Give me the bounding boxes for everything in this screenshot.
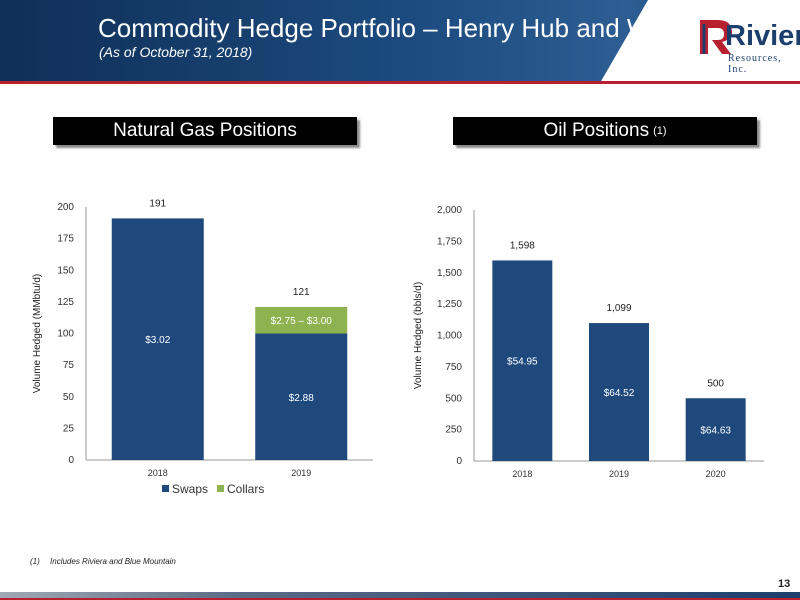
oil-chart: 0 250 500 750 1,000 1,250 1,500 1,750 2,000 Volum…	[413, 205, 764, 479]
oil-footnote-ref: (1)	[653, 125, 667, 137]
bar-price-label: $64.52	[604, 388, 635, 399]
bar-swaps	[111, 218, 204, 460]
bar-price-label: $2.88	[289, 393, 314, 404]
footnote-text: Includes Riviera and Blue Mountain	[50, 557, 176, 566]
y-tick-label: 150	[57, 265, 74, 276]
y-tick-label: 1,000	[437, 331, 462, 342]
legend-swatch-swaps	[162, 485, 169, 492]
oil-section-header: Oil Positions (1)	[453, 117, 757, 145]
bar-swaps	[492, 260, 553, 461]
y-axis-label: Volume Hedged (MMbtu/d)	[32, 274, 43, 394]
bar-total-label: 121	[293, 287, 310, 298]
page-subtitle: (As of October 31, 2018)	[99, 44, 253, 60]
bar-price-label: $3.02	[145, 335, 170, 346]
y-tick-label: 75	[63, 360, 75, 371]
bar-total-label: 1,598	[510, 240, 535, 251]
y-tick-label: 175	[57, 234, 74, 245]
x-tick-label: 2019	[609, 469, 629, 479]
bar-swaps	[589, 323, 649, 461]
bar-total-label: 1,099	[606, 303, 631, 314]
x-tick-label: 2018	[148, 468, 168, 478]
y-tick-label: 125	[57, 297, 74, 308]
footer-bar	[0, 592, 800, 598]
header-band: Commodity Hedge Portfolio – Henry Hub an…	[0, 0, 800, 84]
y-tick-label: 0	[68, 455, 74, 466]
y-tick-label: 500	[445, 393, 462, 404]
x-tick-label: 2019	[291, 468, 311, 478]
bar-collars	[255, 306, 348, 334]
logo-wordmark: Riviera	[725, 20, 800, 52]
y-tick-label: 25	[63, 423, 75, 434]
x-tick-label: 2018	[512, 469, 532, 479]
page-title: Commodity Hedge Portfolio – Henry Hub an…	[98, 13, 675, 43]
riviera-logo-icon	[700, 20, 732, 54]
bar-price-label: $2.75 – $3.00	[271, 316, 333, 327]
gas-section-header: Natural Gas Positions	[53, 117, 357, 145]
y-tick-label: 750	[445, 362, 462, 373]
legend-label-swaps: Swaps	[172, 482, 208, 496]
oil-section-title: Oil Positions	[543, 120, 650, 141]
header-accent-line	[0, 81, 800, 84]
page-number: 13	[778, 578, 791, 590]
legend-label-collars: Collars	[227, 482, 264, 496]
bar-price-label: $64.63	[700, 426, 731, 437]
y-axis-label: Volume Hedged (bbls/d)	[413, 282, 424, 389]
bar-total-label: 500	[707, 378, 724, 389]
natural-gas-chart: 0 25 50 75 100 125 150 175 200 Volume Hedged (MMb…	[32, 198, 373, 496]
y-tick-label: 1,250	[437, 299, 462, 310]
y-tick-label: 1,500	[437, 268, 462, 279]
logo-tagline: Resources, Inc.	[728, 53, 782, 75]
y-tick-label: 1,750	[437, 236, 462, 247]
bar-swaps	[255, 333, 348, 460]
footer-accent-line	[0, 598, 800, 600]
footnote-number: (1)	[30, 557, 40, 566]
bar-swaps	[685, 398, 746, 461]
gas-section-title: Natural Gas Positions	[113, 120, 297, 141]
y-tick-label: 200	[57, 202, 74, 213]
x-tick-label: 2020	[706, 469, 726, 479]
footnote: (1) Includes Riviera and Blue Mountain	[30, 557, 176, 566]
y-tick-label: 0	[456, 456, 462, 467]
legend-swatch-collars	[217, 485, 224, 492]
bar-total-label: 191	[149, 198, 166, 209]
y-tick-label: 2,000	[437, 205, 462, 216]
y-tick-label: 100	[57, 329, 74, 340]
y-tick-label: 250	[445, 425, 462, 436]
bar-price-label: $54.95	[507, 357, 538, 368]
y-tick-label: 50	[63, 392, 75, 403]
